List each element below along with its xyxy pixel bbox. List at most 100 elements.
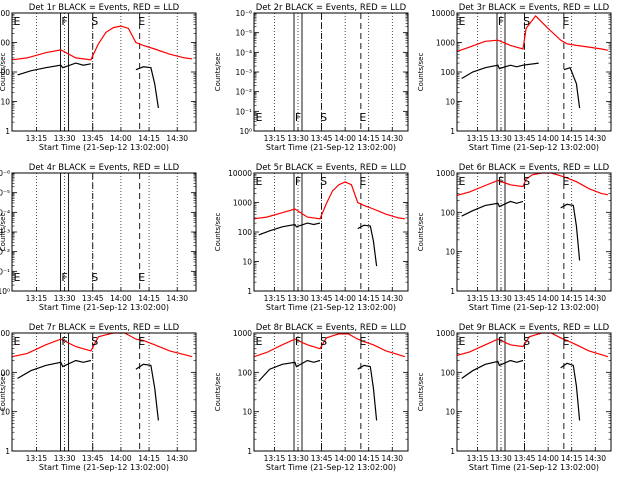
y-tick-label: 10⁻⁶ [235,9,252,18]
x-axis-label: Start Time (21-Sep-12 13:02:00) [469,143,599,152]
x-tick-label: 13:45 [82,294,104,303]
series-events [258,359,378,421]
x-tick-label: 13:15 [26,454,48,463]
plot-frame [456,332,612,452]
x-tick-label: 14:00 [334,134,356,143]
y-tick-label: 10000 [431,9,455,18]
marker-label: F [498,335,504,348]
y-tick-label: 1000 [436,169,455,178]
panel-2: Det 2r BLACK = Events, RED = LLD E F S E 13:1… [214,3,409,152]
x-tick-label: 13:15 [264,134,286,143]
x-tick-label: 14:30 [584,294,606,303]
marker-label: S [91,271,98,284]
x-tick-label: 14:00 [110,134,132,143]
y-tick-label: 1 [5,447,10,456]
y-tick-label: 10⁻⁶ [0,169,10,178]
plot-frame [253,332,409,452]
y-tick-label: 10⁻³ [235,68,252,77]
panel-title: Det 7r BLACK = Events, RED = LLD [29,323,180,333]
x-tick-label: 13:30 [490,294,512,303]
y-tick-label: 1 [450,447,455,456]
y-axis-label: Counts/sec [0,53,7,92]
y-tick-label: 10 [445,248,455,257]
marker-label: F [498,175,504,188]
plot-frame [456,12,612,132]
x-tick-label: 13:30 [490,134,512,143]
y-axis-label: Counts/sec [0,373,7,412]
y-tick-label: 10 [242,408,252,417]
series-lld [456,172,609,196]
y-tick-label: 10000 [228,169,252,178]
marker-label: F [295,335,301,348]
x-tick-label: 14:15 [561,134,583,143]
y-axis-label: Counts/sec [214,53,222,92]
series-lld [456,332,609,358]
x-tick-label: 13:45 [82,134,104,143]
marker-label: E [256,111,263,124]
series-lld [11,332,193,358]
plot-frame [11,332,197,452]
x-tick-label: 13:15 [26,134,48,143]
marker-label: S [320,111,327,124]
y-tick-label: 10⁻⁴ [0,208,10,217]
y-tick-label: 100 [0,68,10,77]
x-tick-label: 14:00 [110,294,132,303]
series-events [461,200,581,261]
series-events [17,359,159,421]
y-tick-label: 10⁻⁵ [0,189,10,198]
y-tick-label: 10⁻² [0,248,10,257]
panel-title: Det 2r BLACK = Events, RED = LLD [256,3,407,13]
x-tick-label: 13:45 [311,134,333,143]
x-tick-label: 14:15 [138,294,160,303]
y-tick-label: 1000 [0,39,10,48]
marker-label: E [459,335,466,348]
x-tick-label: 14:00 [110,454,132,463]
marker-label: E [138,271,145,284]
series-lld [253,181,405,220]
x-tick-label: 14:00 [537,134,559,143]
y-tick-label: 100 [441,208,456,217]
plot-frame [253,12,409,132]
x-tick-label: 13:30 [54,294,76,303]
series-lld [11,25,193,61]
marker-label: S [523,175,530,188]
x-tick-label: 14:30 [381,134,403,143]
y-axis-label: Counts/sec [214,373,222,412]
y-tick-label: 100 [238,368,253,377]
x-tick-label: 13:15 [264,294,286,303]
x-tick-label: 13:45 [514,454,536,463]
panel-9: Det 9r BLACK = Events, RED = LLD E F S E 13:1… [417,323,612,472]
y-tick-label: 10 [445,98,455,107]
panel-6: Det 6r BLACK = Events, RED = LLD E F S E 13:1… [417,163,612,312]
y-axis-label: Counts/sec [417,373,425,412]
marker-label: S [91,335,98,348]
marker-label: S [320,175,327,188]
x-tick-label: 13:45 [311,454,333,463]
marker-label: F [61,15,67,28]
x-tick-label: 14:15 [561,454,583,463]
panel-3: Det 3r BLACK = Events, RED = LLD E F S E 13:1… [417,3,612,152]
x-axis-label: Start Time (21-Sep-12 13:02:00) [266,143,396,152]
panel-title: Det 8r BLACK = Events, RED = LLD [256,323,407,333]
marker-label: S [91,15,98,28]
panel-title: Det 9r BLACK = Events, RED = LLD [459,323,610,333]
x-tick-label: 13:30 [287,454,309,463]
x-tick-label: 13:45 [514,134,536,143]
y-tick-label: 1 [247,287,252,296]
series-events [17,62,159,109]
marker-label: F [61,335,67,348]
x-tick-label: 14:00 [334,454,356,463]
marker-label: E [256,175,263,188]
marker-label: E [138,335,145,348]
x-tick-label: 14:15 [138,134,160,143]
y-tick-label: 10⁻⁴ [235,48,252,57]
y-tick-label: 1 [5,127,10,136]
x-tick-label: 14:00 [537,294,559,303]
panel-title: Det 5r BLACK = Events, RED = LLD [256,163,407,173]
marker-label: E [562,15,569,28]
marker-label: S [523,335,530,348]
y-tick-label: 10 [445,408,455,417]
marker-label: E [14,335,21,348]
x-tick-label: 14:15 [561,294,583,303]
